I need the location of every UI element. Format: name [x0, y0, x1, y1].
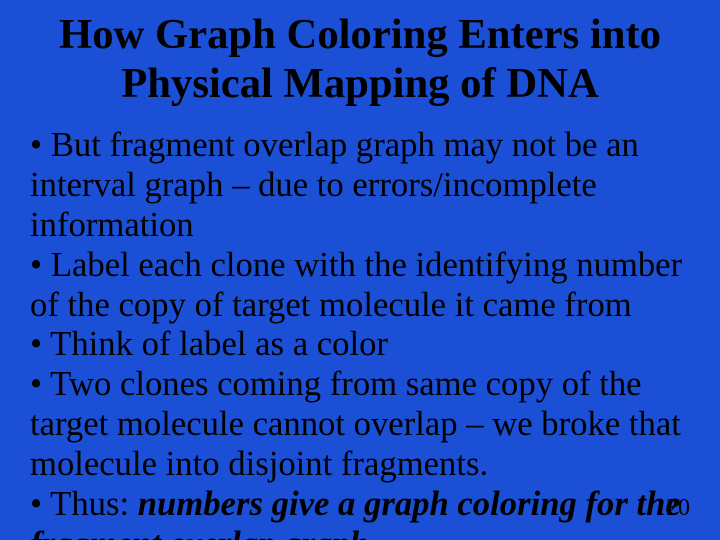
bullet-text: Label each clone with the identifying nu… [30, 246, 682, 324]
bullet-3: • Think of label as a color [30, 325, 690, 365]
slide-title: How Graph Coloring Enters into Physical … [30, 10, 690, 108]
bullet-prefix: • [30, 485, 50, 523]
title-line-2: Physical Mapping of DNA [121, 60, 599, 107]
title-line-1: How Graph Coloring Enters into [59, 11, 661, 58]
bullet-prefix: • [30, 246, 51, 284]
bullet-prefix: • [30, 126, 51, 164]
slide-container: How Graph Coloring Enters into Physical … [0, 0, 720, 540]
bullet-prefix: • [30, 325, 50, 363]
bullet-5: • Thus: numbers give a graph coloring fo… [30, 485, 690, 540]
bullet-text: Two clones coming from same copy of the … [30, 365, 681, 483]
bullet-4: • Two clones coming from same copy of th… [30, 365, 690, 485]
bullet-text-after: . [369, 525, 378, 540]
bullet-text: Think of label as a color [50, 325, 388, 363]
bullet-1: • But fragment overlap graph may not be … [30, 126, 690, 246]
bullet-prefix: • [30, 365, 50, 403]
bullet-text-before: Thus: [50, 485, 138, 523]
page-number: 20 [666, 495, 690, 522]
slide-body: • But fragment overlap graph may not be … [30, 126, 690, 540]
bullet-2: • Label each clone with the identifying … [30, 246, 690, 326]
bullet-text: But fragment overlap graph may not be an… [30, 126, 639, 244]
